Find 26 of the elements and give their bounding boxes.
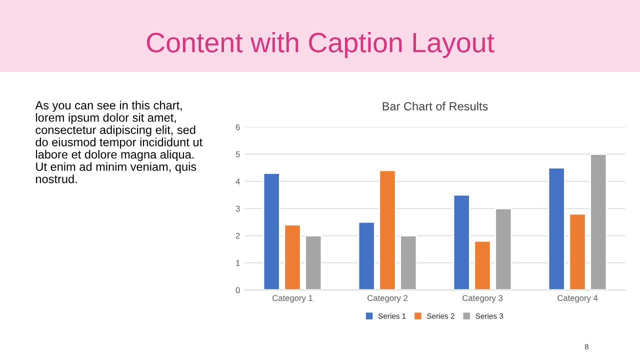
y-tick-label: 0 bbox=[236, 287, 240, 294]
y-tick-label: 2 bbox=[236, 232, 240, 239]
y-tick-label: 4 bbox=[236, 178, 240, 184]
bar bbox=[590, 153, 608, 290]
y-tick-label: 1 bbox=[236, 260, 240, 266]
bar bbox=[358, 221, 376, 290]
bar bbox=[400, 234, 418, 290]
bar bbox=[548, 167, 566, 290]
y-tick-label: 6 bbox=[236, 124, 240, 130]
bar bbox=[262, 172, 280, 290]
bar bbox=[568, 213, 586, 290]
bar bbox=[494, 208, 512, 290]
x-tick-label: Category 1 bbox=[272, 295, 312, 303]
text: As you can see in this chart, lorem ipsum dolor sit amet, consectetur adipiscing elit, sed do eiusmod tempor incididunt ut labore et dolore magna aliqua. Ut enim ad minim veniam, quis nostrud. bbox=[35, 100, 202, 184]
bar bbox=[304, 234, 322, 290]
chart-title: Bar Chart of Results bbox=[382, 102, 488, 110]
bar bbox=[452, 194, 470, 290]
x-tick-label: Category 4 bbox=[558, 295, 598, 303]
bar bbox=[284, 224, 302, 290]
text: Content with Caption Layout bbox=[146, 32, 494, 58]
y-tick-label: 5 bbox=[236, 151, 240, 158]
bar bbox=[474, 240, 492, 290]
bar bbox=[378, 170, 396, 290]
x-tick-label: Category 2 bbox=[368, 295, 408, 303]
y-tick-label: 3 bbox=[236, 206, 240, 212]
x-tick-label: Category 3 bbox=[462, 295, 503, 303]
